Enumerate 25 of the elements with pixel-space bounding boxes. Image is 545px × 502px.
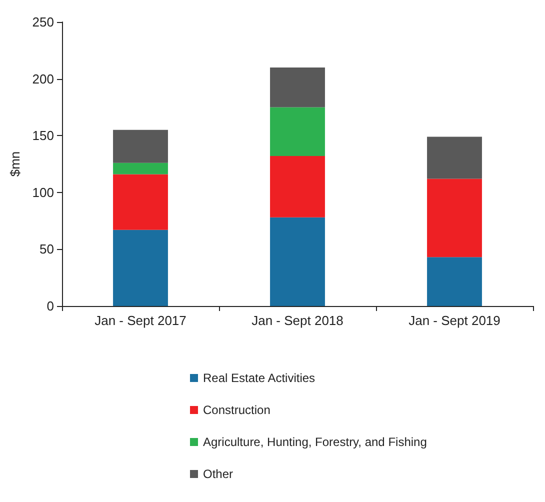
- y-axis-title: $mn: [7, 151, 22, 177]
- bar: [427, 136, 482, 179]
- x-tick-label: Jan - Sept 2017: [94, 313, 186, 328]
- bar: [113, 130, 168, 163]
- y-tick-label: 0: [46, 298, 54, 314]
- bar: [113, 162, 168, 174]
- bar: [270, 156, 325, 218]
- legend-label: Other: [203, 467, 234, 481]
- bar: [427, 257, 482, 306]
- bar: [113, 230, 168, 306]
- legend-label: Construction: [203, 403, 270, 417]
- bar: [113, 174, 168, 230]
- y-tick-label: 50: [40, 242, 54, 257]
- x-tick-label: Jan - Sept 2018: [252, 313, 344, 328]
- y-tick-label: 150: [32, 128, 54, 144]
- y-tick-label: 250: [32, 14, 54, 30]
- legend-label: Agriculture, Hunting, Forestry, and Fishing: [203, 435, 427, 449]
- y-tick-label: 100: [32, 184, 54, 200]
- x-tick-label: Jan - Sept 2019: [408, 313, 500, 328]
- bar: [270, 107, 325, 156]
- y-tick-label: 200: [32, 71, 54, 86]
- legend-label: Real Estate Activities: [203, 371, 316, 385]
- bar: [270, 67, 325, 108]
- bar: [270, 217, 325, 306]
- bar: [427, 178, 482, 258]
